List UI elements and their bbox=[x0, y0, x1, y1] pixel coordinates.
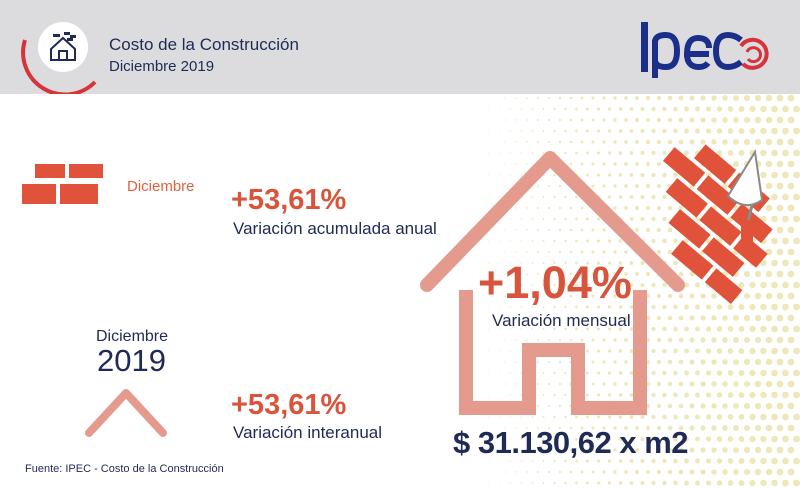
cumulative-annual-percent: +53,61% bbox=[231, 184, 347, 216]
bricks-icon bbox=[21, 163, 105, 206]
interannual-label: Variación interanual bbox=[233, 423, 382, 442]
trowel-icon bbox=[726, 149, 764, 248]
monthly-variation-label: Variación mensual bbox=[492, 311, 631, 330]
house-bricks-icon bbox=[38, 22, 88, 72]
month-label: Diciembre bbox=[127, 178, 195, 195]
interannual-percent: +53,61% bbox=[231, 389, 347, 421]
roof-icon bbox=[85, 389, 167, 437]
page-title: Costo de la Construcción bbox=[109, 35, 299, 54]
page-subtitle: Diciembre 2019 bbox=[109, 58, 215, 75]
ipec-logo bbox=[641, 22, 769, 78]
year-block-year: 2019 bbox=[97, 343, 166, 378]
price-per-m2: $ 31.130,62 x m2 bbox=[453, 425, 689, 460]
diagonal-bricks bbox=[662, 144, 773, 304]
source-footnote: Fuente: IPEC - Costo de la Construcción bbox=[25, 463, 224, 475]
header-arc-decoration bbox=[21, 39, 97, 94]
year-block-month: Diciembre bbox=[96, 328, 169, 345]
header-band: Costo de la Construcción Diciembre 2019 bbox=[0, 0, 800, 94]
monthly-variation-percent: +1,04% bbox=[478, 257, 632, 308]
cumulative-annual-label: Variación acumulada anual bbox=[233, 219, 437, 238]
